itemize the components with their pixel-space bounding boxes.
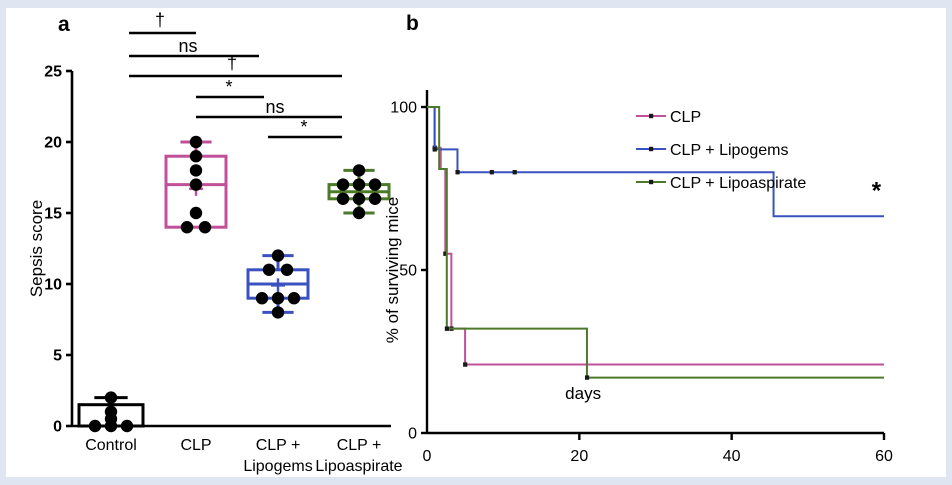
panel-a-significance-label: * [300, 117, 307, 137]
panel-b-survival-curve [427, 106, 884, 366]
panel-b-censor-mark [584, 375, 590, 380]
panel-b-censor-mark [512, 170, 517, 175]
panel-b-x-tick-label: 40 [723, 448, 741, 465]
panel-a-data-point [287, 292, 301, 305]
panel-b-legend-label: CLP [670, 109, 701, 126]
panel-a-data-point [352, 206, 366, 220]
panel-a-data-point [189, 135, 203, 149]
panel-a-data-point [336, 178, 350, 191]
panel-a-data-point [368, 178, 382, 191]
panel-a-letter: a [58, 13, 70, 36]
panel-b-significance-annotation: * [872, 177, 882, 204]
panel-b-survival-curve [427, 106, 884, 218]
panel-a-significance-label: ns [265, 97, 284, 117]
panel-a-data-point [352, 192, 366, 205]
panel-a-significance-label: ns [178, 36, 197, 56]
panel-a-y-tick-label: 10 [44, 277, 62, 294]
panel-a-box-group [327, 164, 391, 220]
panel-b-legend-item: CLP + Lipogems [636, 142, 788, 159]
panel-a-boxplot: 0 5 10 15 20 25 Sepsis score Control CLP CLP + Lip… [27, 10, 403, 475]
panel-a-y-tick-label: 20 [44, 135, 62, 152]
panel-a-data-point [280, 263, 294, 276]
panel-a-y-tick-label: 15 [44, 206, 62, 223]
panel-a-data-point [104, 391, 118, 404]
panel-b-x-tick-label: 60 [875, 448, 893, 465]
panel-a-category-label: Lipogems [243, 458, 312, 475]
panel-b-legend-label: CLP + Lipoaspirate [670, 175, 806, 192]
panel-b-y-axis-title: % of surviving mice [386, 197, 402, 343]
panel-b-letter: b [406, 12, 419, 35]
panel-a-box-group [246, 249, 310, 319]
panel-a-category-label: Control [85, 437, 137, 454]
panel-b-legend-item: CLP + Lipoaspirate [636, 175, 806, 192]
panel-b-x-axis-title: days [565, 384, 601, 403]
panel-b-censor-mark [455, 170, 460, 175]
panel-b-survival: 0 50 100 0 20 40 60 % of surviving mice days * CLP… [386, 90, 893, 465]
panel-b-legend-censor-mark [649, 179, 654, 185]
panel-a-box-group [164, 135, 228, 234]
panel-a-data-point [352, 164, 366, 177]
panel-a-data-point [336, 192, 350, 205]
panel-b-censor-mark [463, 362, 468, 367]
panel-a-y-tick-label: 0 [53, 419, 62, 436]
panel-b-legend-label: CLP + Lipogems [670, 142, 788, 159]
panel-b-y-tick-label: 0 [408, 426, 417, 443]
panel-a-data-point [189, 206, 203, 220]
panel-a-y-axis-title: Sepsis score [27, 200, 46, 297]
panel-a-y-tick-label: 25 [44, 64, 62, 81]
panel-a-data-point [271, 249, 285, 262]
panel-a-data-point [189, 178, 203, 191]
panel-a-data-point [271, 306, 285, 319]
panel-b-censor-mark [444, 326, 450, 331]
panel-b-legend-item: CLP [636, 109, 701, 126]
panel-b-censor-mark [489, 170, 494, 175]
panel-a-significance-label: † [155, 10, 165, 30]
panel-a-data-point [88, 419, 102, 433]
figure-container: a b 0 5 10 15 20 25 Sepsis score Control CLP CLP … [6, 8, 946, 477]
panel-b-x-tick-label: 0 [423, 448, 432, 465]
panel-a-data-point [180, 221, 194, 234]
panel-b-x-tick-label: 20 [570, 448, 588, 465]
panel-b-censor-mark [443, 251, 448, 256]
panel-a-data-point [352, 178, 366, 191]
panel-a-data-point [104, 419, 118, 433]
panel-b-y-tick-label: 50 [399, 263, 417, 280]
panel-a-data-point [189, 164, 203, 177]
panel-a-data-point [198, 221, 212, 234]
panel-a-significance-label: † [227, 53, 237, 73]
panel-a-data-point [368, 192, 382, 205]
panel-a-data-point [271, 292, 285, 305]
panel-b-censor-mark [432, 147, 437, 152]
panel-b-legend-censor-mark [649, 146, 654, 152]
panel-a-data-point [262, 263, 276, 276]
panel-a-y-tick-label: 5 [53, 348, 62, 365]
panel-a-category-label: Lipoaspirate [315, 458, 402, 475]
panel-a-category-label: CLP + [256, 437, 301, 454]
panel-a-category-label: CLP + [337, 437, 382, 454]
panel-a-significance-label: * [225, 77, 232, 97]
panel-a-data-point [189, 150, 203, 163]
panel-a-category-label: CLP [180, 437, 211, 454]
panel-a-data-point [255, 292, 269, 305]
panel-b-survival-curve [427, 106, 884, 379]
panel-a-data-point [120, 419, 134, 433]
panel-b-y-tick-label: 100 [390, 100, 417, 117]
panel-a-box-group [77, 391, 145, 433]
panel-b-legend-censor-mark [649, 113, 654, 119]
